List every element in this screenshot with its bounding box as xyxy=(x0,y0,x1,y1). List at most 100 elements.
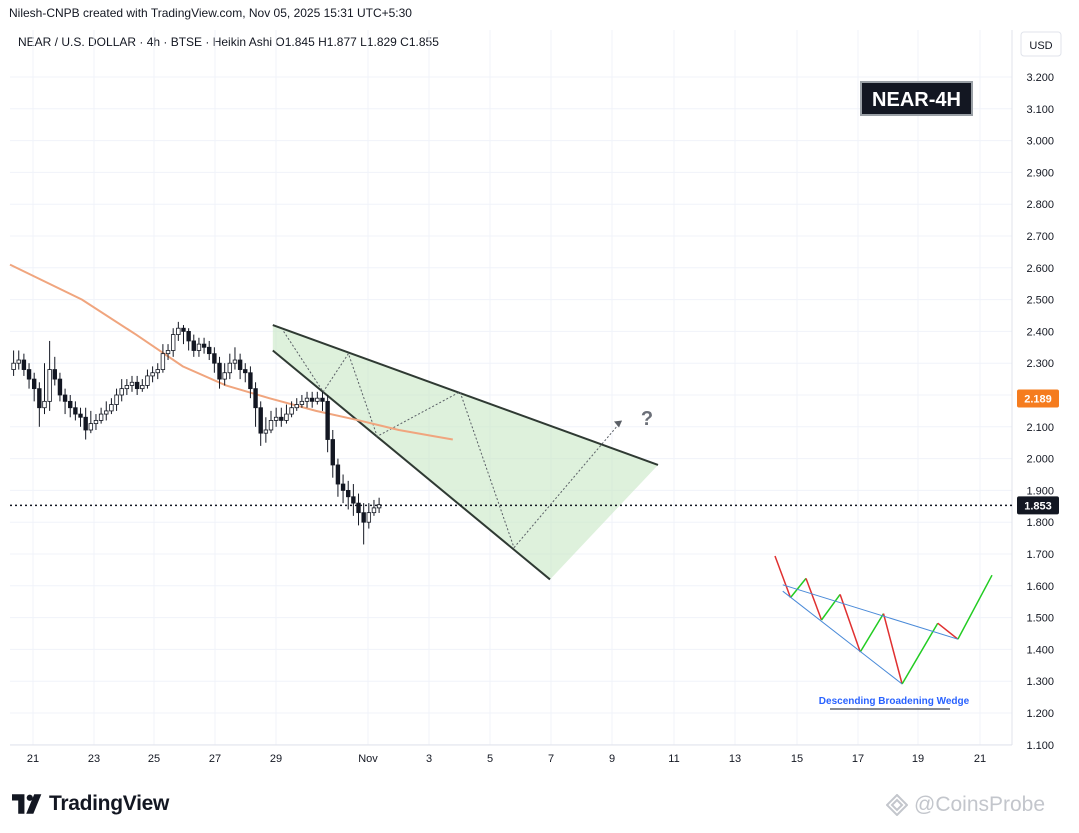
candle xyxy=(93,414,99,430)
candle xyxy=(119,379,124,402)
candle xyxy=(361,503,366,545)
candle-body-down xyxy=(186,330,191,342)
inset-up-leg xyxy=(820,593,841,621)
candle xyxy=(170,328,176,357)
y-tick-label: 2.400 xyxy=(1026,326,1054,338)
y-tick-label: 3.100 xyxy=(1026,104,1054,116)
inset-label: Descending Broadening Wedge xyxy=(819,696,970,707)
candle-body-up xyxy=(268,420,274,431)
candle-body-down xyxy=(181,327,186,332)
candle-body-down xyxy=(217,362,222,380)
candle xyxy=(62,388,68,415)
candle-body-up xyxy=(109,404,114,412)
candle xyxy=(346,480,351,510)
y-tick-label: 1.600 xyxy=(1026,581,1054,593)
y-tick-label: 2.300 xyxy=(1026,358,1054,370)
candle-body-up xyxy=(294,404,299,409)
candle xyxy=(212,347,217,373)
labels: NEAR-4H ? xyxy=(641,81,973,430)
chart-title: NEAR-4H xyxy=(872,89,961,111)
candle-body-up xyxy=(119,388,124,396)
candle-body-up xyxy=(232,359,238,364)
candle-body-up xyxy=(145,375,150,386)
candle-body-up xyxy=(196,343,202,351)
x-tick-label: 9 xyxy=(609,753,615,765)
inset-upper-line xyxy=(782,584,959,640)
y-tick-label: 1.500 xyxy=(1026,613,1054,625)
candle-body-down xyxy=(26,369,32,380)
y-tick-label: 3.000 xyxy=(1026,136,1054,148)
candle xyxy=(304,391,310,408)
currency-button[interactable] xyxy=(1020,31,1062,57)
candle xyxy=(150,366,155,383)
candle xyxy=(21,353,27,376)
candle xyxy=(47,340,52,411)
candle xyxy=(268,410,274,434)
candle xyxy=(155,363,160,380)
candle xyxy=(340,474,346,504)
x-tick-label: 7 xyxy=(548,753,554,765)
candle-body-down xyxy=(335,464,341,485)
candle-body-up xyxy=(299,400,305,405)
candle-body-up xyxy=(88,423,94,431)
candle-body-up xyxy=(42,400,47,409)
candle xyxy=(42,363,47,415)
candle-body-down xyxy=(73,407,78,415)
candle-body-down xyxy=(52,369,57,380)
inset-down-leg xyxy=(805,578,823,621)
candle-body-up xyxy=(160,353,166,370)
candle xyxy=(356,493,361,526)
candle xyxy=(37,382,42,427)
inset-pattern-diagram: Descending Broadening Wedge xyxy=(774,555,993,710)
candle xyxy=(165,344,171,361)
candle-body-up xyxy=(170,334,176,351)
candle xyxy=(160,344,166,373)
candle-body-down xyxy=(78,413,83,418)
candle xyxy=(315,391,320,405)
candle xyxy=(273,407,279,427)
candle-body-up xyxy=(165,350,171,355)
candle xyxy=(237,353,243,380)
y-tick-label: 1.700 xyxy=(1026,549,1054,561)
candle xyxy=(104,401,109,421)
candle-body-up xyxy=(93,420,99,425)
candle-body-up xyxy=(150,372,155,377)
x-tick-label: 3 xyxy=(426,753,432,765)
candle-body-up xyxy=(16,359,21,364)
candle xyxy=(26,363,32,389)
candle-body-down xyxy=(243,369,248,374)
y-tick-label: 2.000 xyxy=(1026,454,1054,466)
candle-body-up xyxy=(140,385,145,390)
candle xyxy=(309,391,315,408)
price-axis: USD 3.200 3.100 3.000 2.900 2.800 2.700 2.600 2… xyxy=(10,30,1062,765)
title-badge xyxy=(860,81,973,116)
moving-average xyxy=(9,263,453,441)
candle xyxy=(109,398,114,415)
candle xyxy=(176,321,181,341)
candle xyxy=(330,429,335,478)
candle xyxy=(129,375,135,392)
candle-body-down xyxy=(191,340,196,351)
candle-body-up xyxy=(366,512,372,523)
y-tick-label: 1.100 xyxy=(1026,740,1054,752)
candle-body-up xyxy=(129,381,135,386)
candle xyxy=(222,363,227,386)
candle xyxy=(371,499,377,516)
x-tick-label: 19 xyxy=(912,753,924,765)
candle xyxy=(376,497,382,513)
tradingview-brand[interactable]: TradingView xyxy=(12,792,169,816)
x-tick-label: 21 xyxy=(27,753,39,765)
wedge-lower-line xyxy=(272,349,551,581)
last-price-badge xyxy=(1017,496,1059,515)
candle-body-down xyxy=(346,489,351,498)
candle xyxy=(217,356,222,389)
candle-body-down xyxy=(279,416,284,421)
overlays: 1.853 2.189 xyxy=(10,389,1059,548)
candle xyxy=(145,369,150,389)
candle-body-up xyxy=(47,369,52,402)
x-tick-label: 23 xyxy=(88,753,100,765)
wedge-fill xyxy=(272,325,658,580)
y-tick-label: 1.400 xyxy=(1026,644,1054,656)
candle-body-up xyxy=(11,362,16,370)
